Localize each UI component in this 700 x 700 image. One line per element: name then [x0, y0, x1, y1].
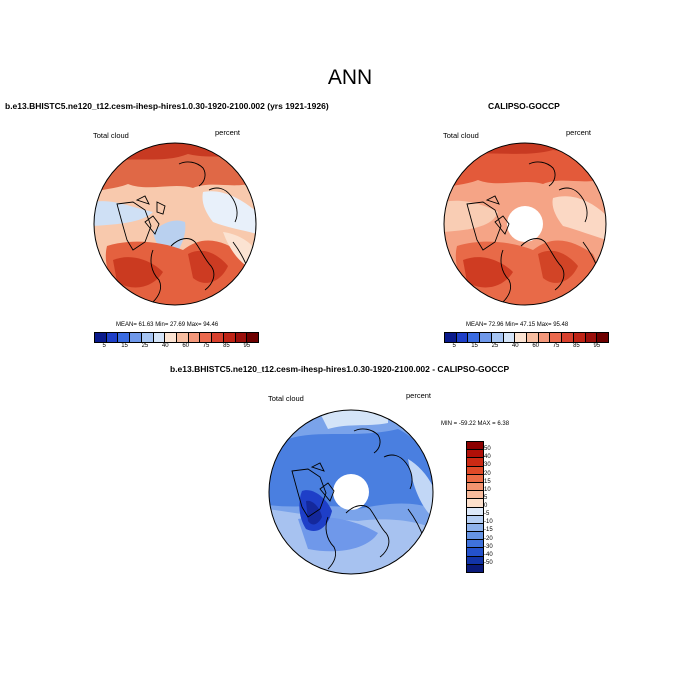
- diff-panel-variable-label: Total cloud: [268, 394, 304, 403]
- colorbar-swatch: [467, 466, 483, 475]
- colorbar-tick-label: 0: [484, 503, 488, 509]
- left-panel-stats: MEAN= 61.63 Min= 27.69 Max= 94.46: [116, 322, 219, 328]
- left-panel-variable-label: Total cloud: [93, 131, 129, 140]
- colorbar-swatch: [503, 333, 516, 342]
- colorbar-swatch: [153, 333, 166, 342]
- colorbar-tick-label: 10: [484, 486, 491, 493]
- colorbar-tick-label: 75: [552, 343, 560, 349]
- diff-colorbar-ticks: 50 40 30 20 15 10 5 0 -5 -10 -15 -20 -30 -40 -50: [484, 441, 514, 571]
- right-colorbar-ticks: 5 15 25 40 60 75 85 95: [444, 343, 607, 351]
- colorbar-swatch: [456, 333, 469, 342]
- colorbar-swatch: [467, 499, 483, 508]
- colorbar-swatch: [467, 450, 483, 459]
- colorbar-swatch: [527, 333, 539, 342]
- right-panel-header: CALIPSO-GOCCP: [488, 101, 560, 111]
- colorbar-swatch: [130, 333, 142, 342]
- colorbar-swatch: [177, 333, 189, 342]
- colorbar-tick-label: -5: [484, 511, 490, 518]
- colorbar-swatch: [467, 458, 483, 467]
- colorbar-swatch: [235, 333, 248, 342]
- colorbar-swatch: [467, 540, 483, 549]
- colorbar-tick-label: 5: [484, 494, 488, 501]
- right-panel-stats: MEAN= 72.96 Min= 47.15 Max= 95.48: [466, 322, 569, 328]
- colorbar-tick-label: 75: [202, 343, 210, 349]
- colorbar-swatch: [562, 333, 574, 342]
- right-panel-variable-label: Total cloud: [443, 131, 479, 140]
- colorbar-tick-label: 40: [161, 343, 169, 349]
- colorbar-tick-label: -15: [484, 527, 493, 534]
- left-panel-polar-map: [93, 142, 257, 306]
- diff-panel-stats: MIN = -59.22 MAX = 6.38: [441, 421, 510, 427]
- colorbar-swatch: [95, 333, 107, 342]
- colorbar-tick-label: 60: [182, 343, 190, 349]
- diff-panel-units-label: percent: [406, 391, 432, 400]
- colorbar-swatch: [106, 333, 119, 342]
- colorbar-swatch: [538, 333, 551, 342]
- left-colorbar: [94, 332, 259, 343]
- colorbar-tick-label: 20: [484, 470, 491, 477]
- colorbar-tick-label: 60: [532, 343, 540, 349]
- colorbar-tick-label: 25: [141, 343, 149, 349]
- colorbar-swatch: [467, 482, 483, 492]
- colorbar-swatch: [200, 333, 213, 342]
- page-title: ANN: [327, 66, 373, 89]
- colorbar-swatch: [165, 333, 178, 342]
- colorbar-tick-label: 95: [593, 343, 601, 349]
- colorbar-tick-label: 25: [491, 343, 499, 349]
- diff-colorbar: [466, 441, 484, 573]
- colorbar-swatch: [550, 333, 563, 342]
- colorbar-tick-label: 95: [243, 343, 251, 349]
- colorbar-swatch: [188, 333, 201, 342]
- colorbar-tick-label: 15: [484, 478, 491, 485]
- colorbar-tick-label: -50: [484, 559, 493, 566]
- right-panel-polar-map: [443, 142, 607, 306]
- colorbar-tick-label: 85: [573, 343, 580, 349]
- diff-panel-polar-map: [268, 409, 434, 575]
- colorbar-swatch: [597, 333, 609, 342]
- colorbar-tick-label: 15: [471, 343, 478, 349]
- colorbar-tick-label: -40: [484, 551, 493, 558]
- colorbar-tick-label: -20: [484, 535, 493, 542]
- colorbar-swatch: [445, 333, 457, 342]
- colorbar-swatch: [585, 333, 598, 342]
- left-panel-header: b.e13.BHISTC5.ne120_t12.cesm-ihesp-hires…: [5, 101, 329, 111]
- colorbar-swatch: [467, 442, 483, 451]
- colorbar-swatch: [467, 564, 483, 572]
- colorbar-swatch: [515, 333, 528, 342]
- colorbar-tick-label: -30: [484, 543, 493, 550]
- colorbar-tick-label: 30: [484, 462, 491, 469]
- colorbar-swatch: [467, 556, 483, 565]
- colorbar-swatch: [480, 333, 492, 342]
- colorbar-swatch: [467, 523, 483, 533]
- colorbar-tick-label: 5: [452, 343, 456, 349]
- colorbar-swatch: [467, 507, 483, 516]
- diff-panel-header: b.e13.BHISTC5.ne120_t12.cesm-ihesp-hires…: [170, 364, 510, 374]
- colorbar-swatch: [467, 532, 483, 541]
- colorbar-tick-label: 85: [223, 343, 230, 349]
- colorbar-tick-label: 5: [102, 343, 106, 349]
- colorbar-swatch: [467, 491, 483, 500]
- colorbar-swatch: [212, 333, 224, 342]
- colorbar-swatch: [467, 474, 483, 483]
- colorbar-swatch: [118, 333, 131, 342]
- colorbar-tick-label: -10: [484, 519, 493, 526]
- colorbar-tick-label: 40: [511, 343, 519, 349]
- colorbar-swatch: [141, 333, 154, 342]
- right-colorbar: [444, 332, 609, 343]
- colorbar-tick-label: 15: [121, 343, 128, 349]
- left-colorbar-ticks: 5 15 25 40 60 75 85 95: [94, 343, 257, 351]
- colorbar-tick-label: 40: [484, 454, 491, 461]
- right-panel-units-label: percent: [566, 128, 592, 137]
- colorbar-tick-label: 50: [484, 446, 491, 453]
- colorbar-swatch: [247, 333, 259, 342]
- colorbar-swatch: [491, 333, 504, 342]
- colorbar-swatch: [468, 333, 481, 342]
- colorbar-swatch: [573, 333, 586, 342]
- colorbar-swatch: [223, 333, 236, 342]
- colorbar-swatch: [467, 548, 483, 557]
- left-panel-units-label: percent: [215, 128, 241, 137]
- colorbar-swatch: [467, 515, 483, 524]
